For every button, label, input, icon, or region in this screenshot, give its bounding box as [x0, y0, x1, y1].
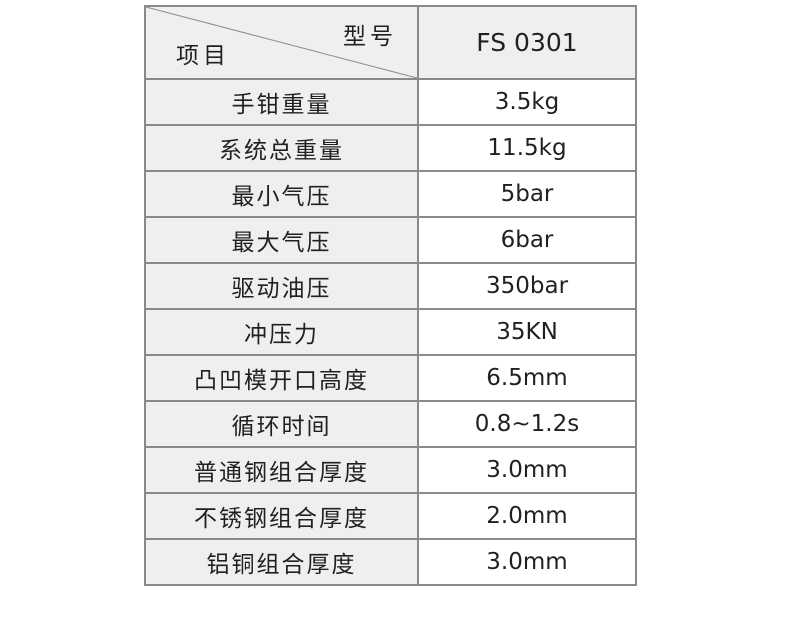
- spec-item: 普通钢组合厚度: [144, 446, 419, 494]
- table-row: 铝铜组合厚度 3.0mm: [144, 538, 637, 586]
- table-row: 手钳重量 3.5kg: [144, 78, 637, 126]
- table-row: 驱动油压 350bar: [144, 262, 637, 310]
- spec-item: 凸凹模开口高度: [144, 354, 419, 402]
- model-column-label: 型号: [343, 24, 397, 50]
- table-row: 冲压力 35KN: [144, 308, 637, 356]
- spec-value: 3.5kg: [417, 78, 637, 126]
- spec-item: 铝铜组合厚度: [144, 538, 419, 586]
- spec-value: 5bar: [417, 170, 637, 218]
- table-row: 最小气压 5bar: [144, 170, 637, 218]
- spec-value: 6bar: [417, 216, 637, 264]
- header-row: 型号 项目 FS 0301: [144, 5, 637, 80]
- spec-item: 手钳重量: [144, 78, 419, 126]
- model-name: FS 0301: [417, 5, 637, 80]
- spec-value: 35KN: [417, 308, 637, 356]
- table-row: 普通钢组合厚度 3.0mm: [144, 446, 637, 494]
- spec-item: 循环时间: [144, 400, 419, 448]
- spec-item: 最小气压: [144, 170, 419, 218]
- diagonal-header-cell: 型号 项目: [144, 5, 419, 80]
- table-row: 循环时间 0.8~1.2s: [144, 400, 637, 448]
- spec-value: 11.5kg: [417, 124, 637, 172]
- spec-item: 最大气压: [144, 216, 419, 264]
- spec-value: 350bar: [417, 262, 637, 310]
- spec-value: 6.5mm: [417, 354, 637, 402]
- spec-value: 0.8~1.2s: [417, 400, 637, 448]
- table-row: 最大气压 6bar: [144, 216, 637, 264]
- table-row: 不锈钢组合厚度 2.0mm: [144, 492, 637, 540]
- table-row: 系统总重量 11.5kg: [144, 124, 637, 172]
- spec-table: 型号 项目 FS 0301 手钳重量 3.5kg 系统总重量 11.5kg 最小气压 5b…: [144, 5, 637, 586]
- spec-item: 不锈钢组合厚度: [144, 492, 419, 540]
- spec-value: 3.0mm: [417, 538, 637, 586]
- item-row-label: 项目: [176, 43, 230, 69]
- spec-item: 驱动油压: [144, 262, 419, 310]
- table-row: 凸凹模开口高度 6.5mm: [144, 354, 637, 402]
- spec-item: 系统总重量: [144, 124, 419, 172]
- diagonal-line: [146, 7, 417, 78]
- spec-item: 冲压力: [144, 308, 419, 356]
- spec-value: 2.0mm: [417, 492, 637, 540]
- spec-value: 3.0mm: [417, 446, 637, 494]
